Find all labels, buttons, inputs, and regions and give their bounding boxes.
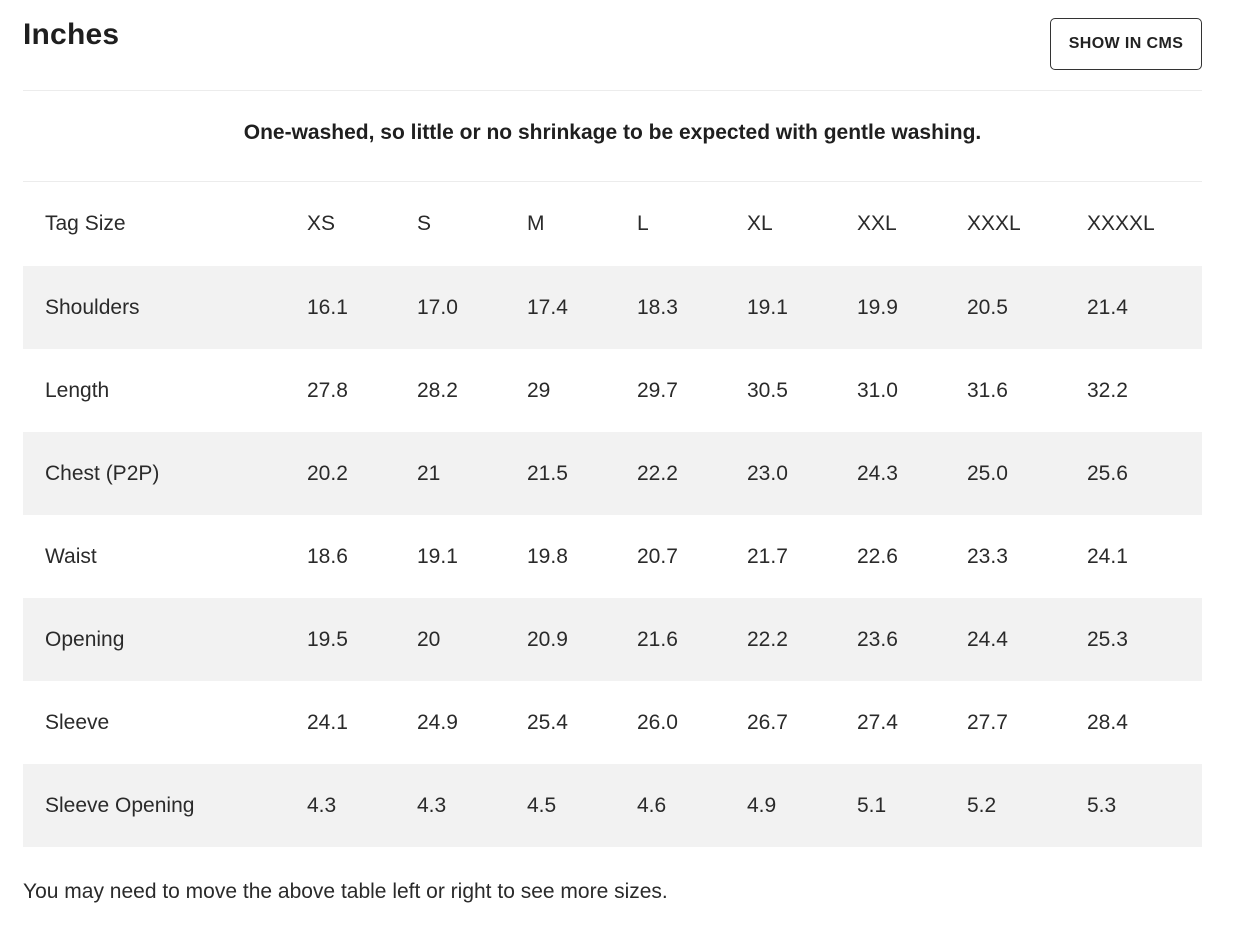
table-cell: 5.3	[1087, 793, 1117, 817]
table-cell: 4.9	[747, 793, 777, 817]
table-cell: 26.7	[747, 710, 788, 734]
table-cell: 22.2	[747, 627, 788, 651]
table-cell: 24.1	[307, 710, 348, 734]
table-cell: 21	[417, 461, 441, 485]
row-label: Sleeve	[45, 710, 110, 734]
table-cell: 31.6	[967, 378, 1008, 402]
size-chart-header: Inches SHOW IN CMS	[23, 0, 1202, 91]
table-row-shoulders: Shoulders 16.1 17.0 17.4 18.3 19.1 19.9 …	[23, 266, 1202, 349]
table-cell: 18.3	[637, 295, 678, 319]
table-cell: 25.0	[967, 461, 1008, 485]
table-cell: 16.1	[307, 295, 348, 319]
table-cell: 24.1	[1087, 544, 1128, 568]
table-cell: 25.3	[1087, 627, 1128, 651]
table-cell: 20.9	[527, 627, 568, 651]
column-header-xxl: XXL	[857, 212, 897, 235]
table-cell: 17.4	[527, 295, 568, 319]
row-label: Chest (P2P)	[45, 461, 160, 485]
row-label: Shoulders	[45, 295, 140, 319]
table-cell: 19.9	[857, 295, 898, 319]
table-cell: 19.1	[417, 544, 458, 568]
table-cell: 5.2	[967, 793, 997, 817]
column-header-s: S	[417, 212, 432, 235]
table-cell: 23.0	[747, 461, 788, 485]
table-cell: 19.5	[307, 627, 348, 651]
row-label: Opening	[45, 627, 125, 651]
table-cell: 4.3	[307, 793, 337, 817]
table-cell: 31.0	[857, 378, 898, 402]
table-cell: 20.5	[967, 295, 1008, 319]
table-cell: 29	[527, 378, 551, 402]
table-cell: 21.4	[1087, 295, 1128, 319]
table-row-sleeve: Sleeve 24.1 24.9 25.4 26.0 26.7 27.4 27.…	[23, 681, 1202, 764]
table-cell: 26.0	[637, 710, 678, 734]
column-header-xxxl: XXXL	[967, 212, 1021, 235]
table-cell: 23.3	[967, 544, 1008, 568]
column-header-tag-size: Tag Size	[45, 212, 126, 235]
table-cell: 27.7	[967, 710, 1008, 734]
table-row-chest: Chest (P2P) 20.2 21 21.5 22.2 23.0 24.3 …	[23, 432, 1202, 515]
column-header-xxxxl: XXXXL	[1087, 212, 1155, 235]
table-cell: 17.0	[417, 295, 458, 319]
table-cell: 24.9	[417, 710, 458, 734]
table-cell: 28.2	[417, 378, 458, 402]
table-cell: 30.5	[747, 378, 788, 402]
table-cell: 20.7	[637, 544, 678, 568]
table-row-length: Length 27.8 28.2 29 29.7 30.5 31.0 31.6 …	[23, 349, 1202, 432]
table-cell: 24.4	[967, 627, 1008, 651]
table-row-sleeve-opening: Sleeve Opening 4.3 4.3 4.5 4.6 4.9 5.1 5…	[23, 764, 1202, 847]
table-cell: 27.8	[307, 378, 348, 402]
table-cell: 21.6	[637, 627, 678, 651]
table-cell: 19.1	[747, 295, 788, 319]
table-cell: 23.6	[857, 627, 898, 651]
unit-title: Inches	[23, 18, 120, 51]
table-cell: 21.7	[747, 544, 788, 568]
table-cell: 20.2	[307, 461, 348, 485]
column-header-xl: XL	[747, 212, 773, 235]
row-label: Sleeve Opening	[45, 793, 195, 817]
show-in-cms-button[interactable]: SHOW IN CMS	[1050, 18, 1202, 70]
table-cell: 22.6	[857, 544, 898, 568]
table-cell: 32.2	[1087, 378, 1128, 402]
table-cell: 25.6	[1087, 461, 1128, 485]
table-cell: 18.6	[307, 544, 348, 568]
table-cell: 4.3	[417, 793, 447, 817]
table-cell: 22.2	[637, 461, 678, 485]
table-cell: 4.6	[637, 793, 667, 817]
table-cell: 25.4	[527, 710, 568, 734]
table-header-row: Tag Size XS S M L XL XXL XXXL XXXXL	[23, 182, 1202, 266]
scroll-hint: You may need to move the above table lef…	[23, 880, 668, 903]
shrinkage-note: One-washed, so little or no shrinkage to…	[23, 91, 1202, 182]
table-cell: 21.5	[527, 461, 568, 485]
column-header-l: L	[637, 212, 649, 235]
column-header-m: M	[527, 212, 545, 235]
table-row-waist: Waist 18.6 19.1 19.8 20.7 21.7 22.6 23.3…	[23, 515, 1202, 598]
table-cell: 28.4	[1087, 710, 1128, 734]
table-cell: 27.4	[857, 710, 898, 734]
column-header-xs: XS	[307, 212, 336, 235]
table-cell: 29.7	[637, 378, 678, 402]
table-cell: 20	[417, 627, 441, 651]
size-chart-section: Inches SHOW IN CMS One-washed, so little…	[23, 0, 1202, 847]
table-cell: 19.8	[527, 544, 568, 568]
row-label: Waist	[45, 544, 97, 568]
row-label: Length	[45, 378, 110, 402]
table-cell: 4.5	[527, 793, 557, 817]
table-cell: 5.1	[857, 793, 887, 817]
table-row-opening: Opening 19.5 20 20.9 21.6 22.2 23.6 24.4…	[23, 598, 1202, 681]
table-cell: 24.3	[857, 461, 898, 485]
size-table[interactable]: Tag Size XS S M L XL XXL XXXL XXXXL Shou…	[23, 182, 1202, 847]
